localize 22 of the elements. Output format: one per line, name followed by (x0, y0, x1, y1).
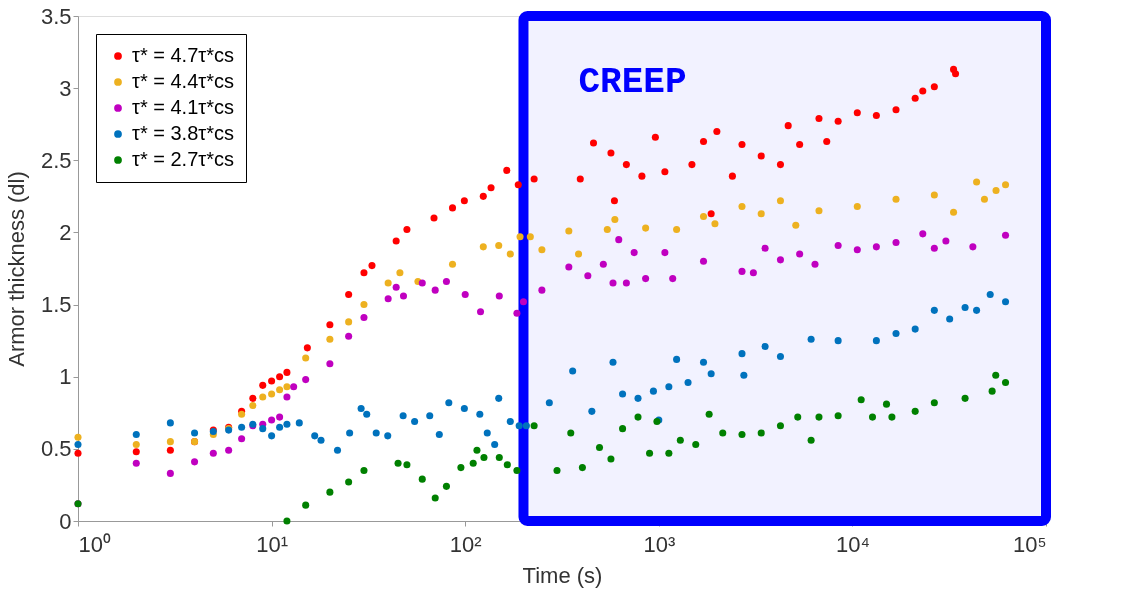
legend-label: τ* = 2.7τ*cs (132, 148, 234, 170)
x-tick-label: 10⁴ (835, 531, 870, 557)
x-tick-label: 10¹ (256, 531, 288, 557)
y-tick-label: 3.5 (40, 3, 72, 29)
x-tick-label: 10⁰ (78, 531, 111, 557)
x-axis-title: Time (s) (522, 562, 603, 588)
x-tick-label: 10⁵ (1012, 531, 1047, 557)
band-label: CREEP (578, 62, 687, 103)
legend-label: τ* = 3.8τ*cs (132, 122, 234, 144)
y-tick-label: 0 (59, 508, 72, 534)
y-tick-label: 1 (59, 364, 72, 390)
legend-label: τ* = 4.1τ*cs (132, 96, 234, 118)
legend-label: τ* = 4.7τ*cs (132, 44, 234, 66)
y-tick-label: 2 (59, 219, 72, 245)
y-tick-label: 0.5 (40, 436, 72, 462)
x-tick-label: 10² (449, 531, 482, 557)
y-axis-title: Armor thickness (dl) (3, 171, 29, 367)
x-tick-label: 10³ (643, 531, 676, 557)
y-tick-label: 1.5 (40, 292, 72, 318)
legend-label: τ* = 4.4τ*cs (132, 70, 234, 92)
y-tick-label: 2.5 (40, 147, 72, 173)
y-tick-label: 3 (59, 75, 72, 101)
